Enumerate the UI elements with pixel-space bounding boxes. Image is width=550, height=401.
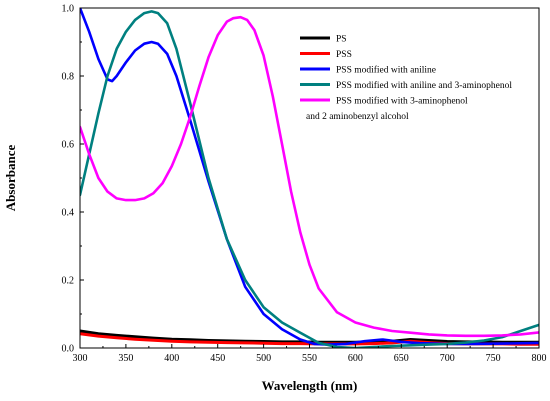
series-line-3: [80, 10, 539, 348]
legend-label: PSS modified with aniline and 3-aminophe…: [336, 80, 512, 91]
y-tick-label: 0.0: [62, 344, 75, 355]
x-tick-label: 400: [164, 353, 179, 364]
x-tick-label: 700: [440, 353, 455, 364]
x-tick-label: 450: [210, 353, 225, 364]
legend-label: PSS modified with aniline: [336, 65, 436, 76]
y-tick-label: 0.8: [62, 72, 75, 83]
x-tick-label: 300: [73, 353, 88, 364]
x-axis-title: Wavelength (nm): [262, 378, 358, 393]
x-tick-label: 500: [256, 353, 271, 364]
y-tick-label: 0.2: [62, 276, 75, 287]
x-tick-label: 750: [486, 353, 501, 364]
x-tick-label: 800: [532, 353, 547, 364]
legend-label: PSS: [336, 50, 352, 60]
x-tick-label: 350: [118, 353, 133, 364]
legend: PS PSS PSS modified with aniline PSS modifi…: [300, 35, 512, 122]
y-tick-label: 0.6: [62, 140, 75, 151]
legend-label: PS: [336, 35, 347, 45]
legend-label-continuation: and 2 aminobenzyl alcohol: [306, 112, 409, 122]
y-tick-label: 1.0: [62, 4, 75, 15]
series-line-2: [80, 8, 539, 346]
x-tick-label: 650: [394, 353, 409, 364]
x-tick-label: 600: [348, 353, 363, 364]
series-layer: [80, 8, 539, 348]
series-line-4: [80, 15, 539, 338]
plot-frame: [79, 7, 540, 349]
x-tick-label: 550: [302, 353, 317, 364]
ticks-layer: 300 350 400 450 500 550 600 650 700 750 800 0.0 0.2 0…: [62, 4, 547, 365]
legend-label: PSS modified with 3-aminophenol: [336, 96, 468, 107]
y-axis-title: Absorbance: [3, 145, 18, 212]
y-tick-label: 0.4: [62, 208, 75, 219]
